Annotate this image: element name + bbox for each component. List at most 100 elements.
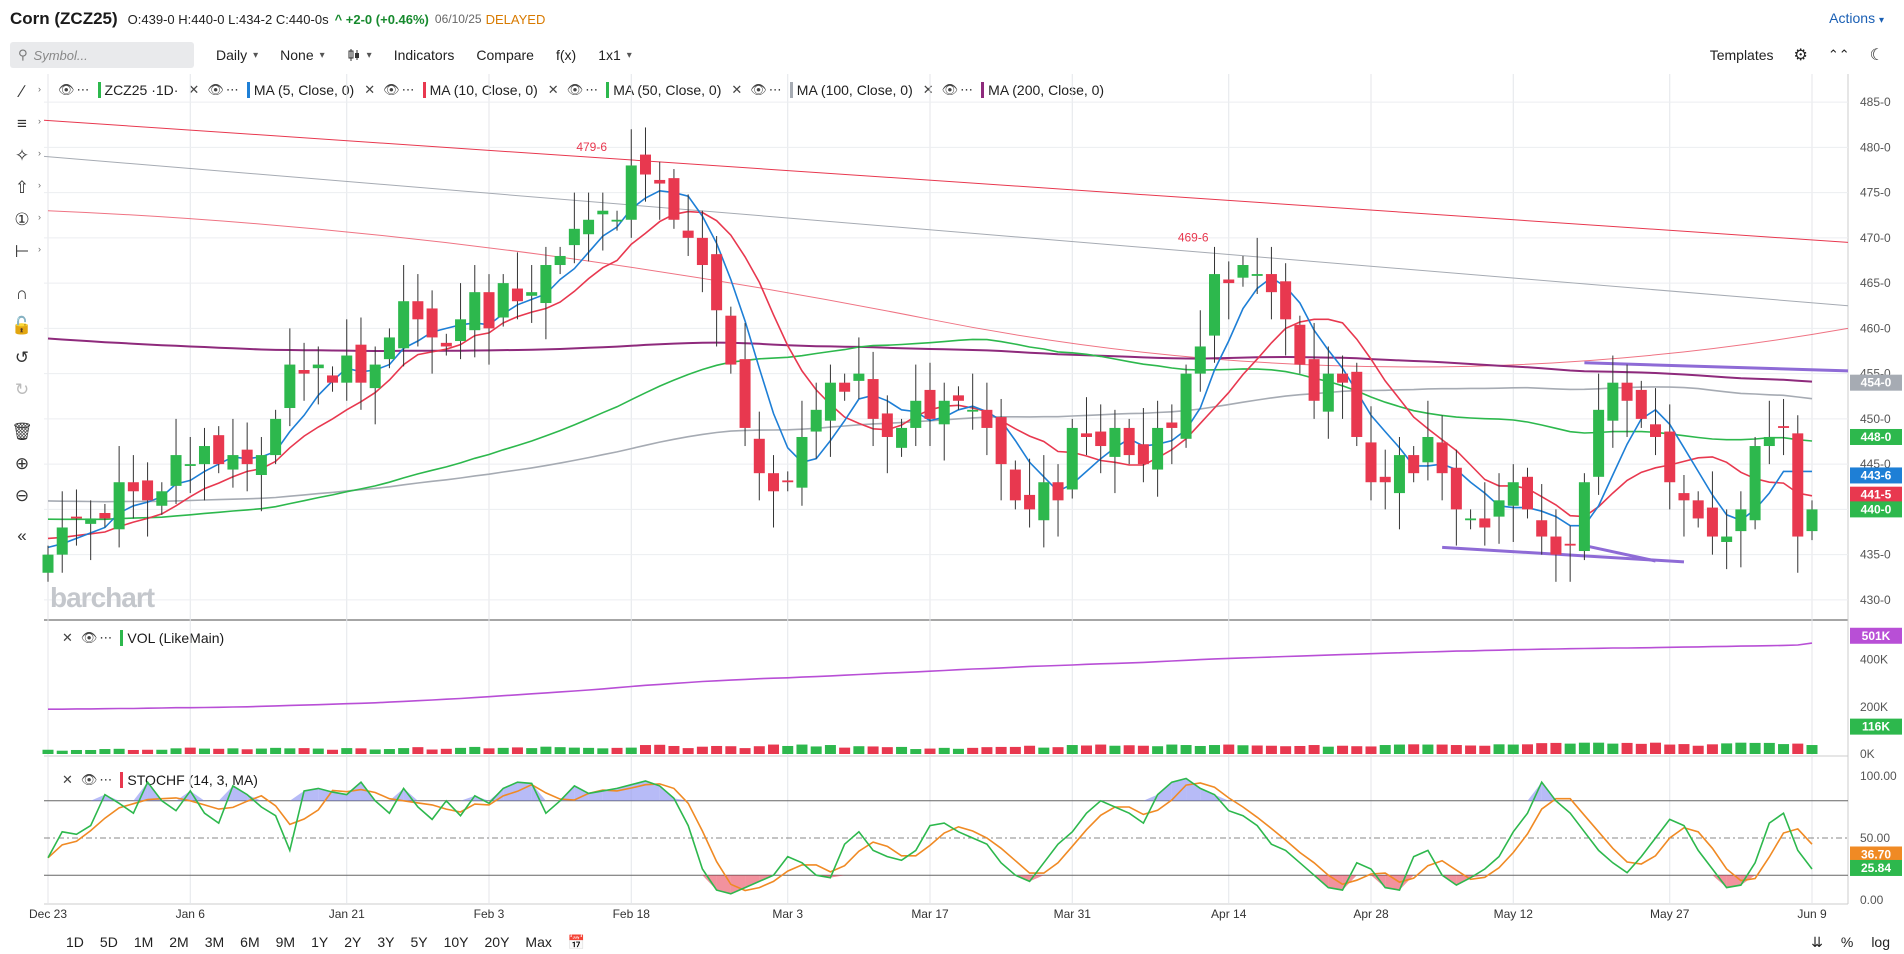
candle-body [1422,436,1434,463]
candle-body [782,480,794,483]
close-icon[interactable]: ✕ [188,82,202,97]
close-icon[interactable]: ✕ [731,82,745,97]
visibility-eye-icon[interactable]: 👁⋯ [566,82,601,97]
volume-bar [1152,746,1164,754]
fx-button[interactable]: f(x) [555,47,577,63]
arrow-up-tool-icon[interactable]: ⇧ › [14,178,41,197]
range-2y-button[interactable]: 2Y [344,934,362,950]
range-5y-button[interactable]: 5Y [410,934,428,950]
range-1y-button[interactable]: 1Y [311,934,329,950]
redo-icon[interactable]: ↻ [14,380,30,399]
close-icon[interactable]: ✕ [364,82,378,97]
shapes-tool-icon[interactable]: ✧ › [14,146,41,165]
candle-body [113,482,125,530]
legend-ma10: MA (10, Close, 0) [429,82,538,98]
visibility-eye-icon[interactable]: 👁⋯ [80,630,115,645]
candle-body [867,379,879,419]
volume-bar [497,747,509,754]
range-3y-button[interactable]: 3Y [377,934,395,950]
close-icon[interactable]: ✕ [922,82,936,97]
dark-mode-moon-icon[interactable]: ☾ [1869,47,1884,64]
volume-tag-box [1850,627,1902,644]
interval-label: Daily [216,47,248,63]
stoch-legend-label: STOCHF (14, 3, MA) [127,772,258,788]
volume-bar [1678,744,1690,754]
range-20y-button[interactable]: 20Y [484,934,510,950]
ma200-line [47,337,1813,383]
zoom-out-icon[interactable]: ⊖ [14,486,30,505]
range-2m-button[interactable]: 2M [169,934,189,950]
fibonacci-tool-icon[interactable]: ≡ › [17,114,41,133]
price-tick-label: 465-0 [1860,276,1891,290]
zoom-in-icon[interactable]: ⊕ [14,454,30,473]
measure-tool-icon[interactable]: ⊢ › [14,242,41,261]
calendar-icon[interactable]: 📅 [567,933,586,950]
chart-style-dropdown[interactable]: ▾ [347,48,372,62]
close-icon[interactable]: ✕ [62,630,75,645]
date-tick-label: Mar 17 [911,907,949,921]
visibility-eye-icon[interactable]: 👁⋯ [941,82,976,97]
layout-dropdown[interactable]: 1x1 ▾ [598,47,632,63]
chevron-down-icon: ▾ [1878,15,1884,26]
close-icon[interactable]: ✕ [62,772,75,787]
volume-bar [1109,745,1121,754]
price-tick-label: 480-0 [1860,140,1891,154]
visibility-eye-icon[interactable]: 👁⋯ [207,82,241,97]
indicators-button[interactable]: Indicators [393,47,455,63]
volume-bar [568,747,580,754]
candle-body [1635,389,1647,419]
visibility-eye-icon[interactable]: 👁⋯ [80,772,115,787]
volume-bar [99,749,111,754]
interval-dropdown[interactable]: Daily ▾ [216,47,258,63]
range-3m-button[interactable]: 3M [204,934,225,950]
comparison-dropdown[interactable]: None ▾ [280,47,325,63]
range-5d-button[interactable]: 5D [99,934,118,950]
candle-body [255,455,267,475]
visibility-eye-icon[interactable]: 👁⋯ [750,82,784,97]
range-max-button[interactable]: Max [525,934,552,950]
range-6m-button[interactable]: 6M [240,934,260,950]
settings-gear-icon[interactable]: ⚙ [1793,47,1808,64]
annotation-number-icon[interactable]: ① › [14,210,41,229]
range-1m-button[interactable]: 1M [133,934,154,950]
stoch-tag-box [1850,846,1902,863]
symbol-search-input[interactable]: ⚲ Symbol... [10,42,194,68]
compare-button[interactable]: Compare [476,47,534,63]
candle-body [327,375,339,383]
candle-body [696,237,708,266]
volume-bar [56,750,68,754]
volume-bar [1308,745,1320,754]
volume-bar [995,746,1007,754]
templates-button[interactable]: Templates [1709,47,1774,63]
candle-body [241,449,253,465]
collapse-sidebar-icon[interactable]: « [17,526,27,545]
volume-bar [440,748,452,754]
range-1d-button[interactable]: 1D [66,934,84,950]
scroll-to-end-icon[interactable]: ⇊ [1811,933,1823,950]
candle-body [412,301,424,320]
percent-scale-button[interactable]: % [1840,934,1854,950]
high-annotation: 469-6 [1178,230,1209,244]
visibility-eye-icon[interactable]: 👁⋯ [58,82,92,97]
candle-body [398,301,410,349]
actions-menu-button[interactable]: Actions ▾ [1829,10,1884,26]
range-10y-button[interactable]: 10Y [443,934,469,950]
log-scale-button[interactable]: log [1871,934,1890,950]
date-tick-label: Jun 9 [1797,907,1827,921]
candle-body [1564,543,1576,546]
trash-icon[interactable]: 🗑 [11,422,33,441]
volume-bar [1692,745,1704,754]
candle-body [1692,500,1704,519]
price-chart[interactable]: Dec 23 Jan 6 Jan 21 Feb 3 Feb 18 Mar 3 Mar 17 M… [0,0,1904,930]
volume-bar [768,744,780,754]
trendline-tool-icon[interactable]: ∕ › [20,82,41,101]
range-9m-button[interactable]: 9M [275,934,296,950]
volume-bar [156,749,168,754]
undo-icon[interactable]: ↺ [14,348,30,367]
collapse-toolbar-icon[interactable]: ⌃⌃ [1827,47,1850,62]
magnet-icon[interactable]: ∩ [15,284,29,303]
visibility-eye-icon[interactable]: 👁⋯ [383,82,417,97]
close-icon[interactable]: ✕ [547,82,561,97]
unlock-icon[interactable]: 🔓 [11,316,33,335]
date-tick-label: Apr 28 [1353,907,1389,921]
